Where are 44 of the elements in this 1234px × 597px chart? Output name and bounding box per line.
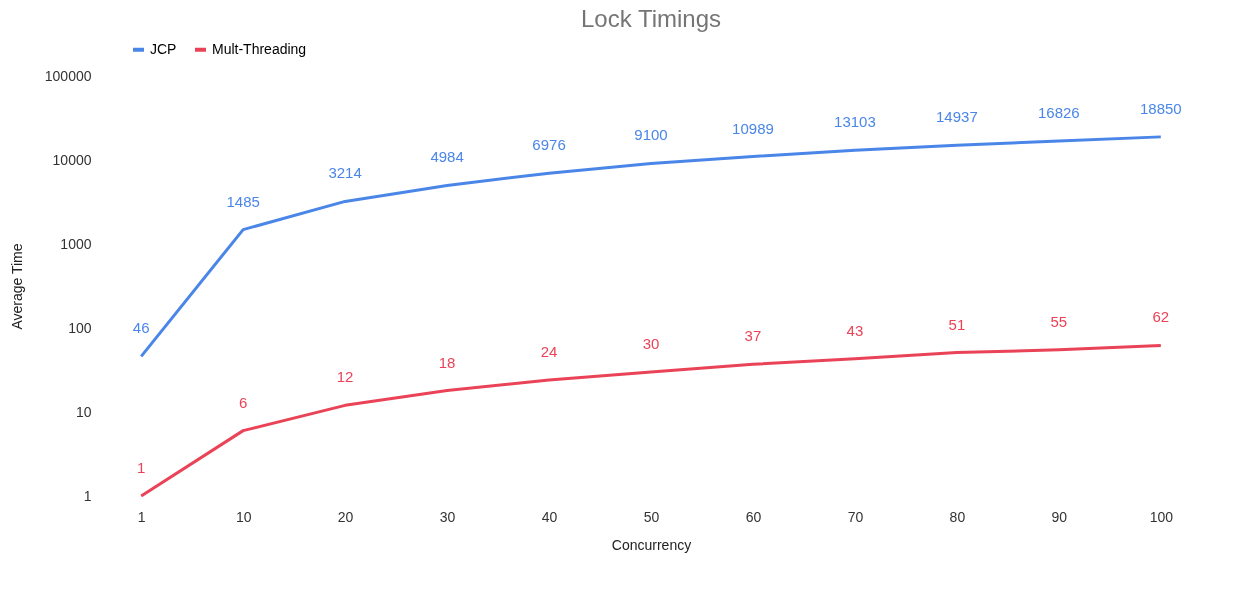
y-tick-label: 100	[68, 319, 92, 336]
y-tick-label: 1	[83, 487, 92, 504]
y-axis-title: Average Time	[8, 243, 25, 330]
x-axis-title: Concurrency	[611, 536, 692, 553]
data-label: 18850	[1139, 99, 1182, 117]
data-label: 1	[137, 459, 146, 476]
x-tick-label: 70	[847, 508, 864, 525]
x-tick-label: 90	[1051, 508, 1068, 525]
x-tick-label: 50	[643, 508, 660, 525]
data-label: 43	[846, 321, 864, 339]
data-label: 9100	[634, 126, 668, 144]
data-label: 30	[642, 334, 660, 352]
data-label: 3214	[328, 164, 362, 182]
data-label: 6	[238, 393, 248, 411]
x-tick-label: 10	[235, 508, 252, 525]
x-tick-label: 100	[1149, 508, 1174, 525]
data-label: 14937	[936, 108, 978, 126]
y-tick-label: 100000	[44, 67, 92, 84]
x-tick-label: 60	[745, 508, 762, 525]
data-label: 12	[336, 368, 354, 386]
x-tick-label: 80	[949, 508, 966, 525]
x-tick-label: 20	[337, 508, 354, 525]
y-tick-label: 10	[75, 403, 92, 420]
data-label: 16826	[1037, 104, 1080, 122]
y-tick-label: 10000	[52, 151, 92, 168]
data-label: 6976	[532, 136, 566, 154]
x-tick-label: 30	[439, 508, 456, 525]
data-label: 18	[438, 353, 456, 371]
x-tick-label: 1	[137, 508, 146, 525]
data-label: 4984	[430, 148, 464, 166]
data-label: 10989	[732, 119, 774, 137]
data-label: 55	[1050, 312, 1068, 330]
data-label: 46	[132, 319, 150, 337]
data-label: 37	[744, 327, 762, 345]
legend-label: Mult-Threading	[212, 40, 307, 57]
data-label: 13103	[834, 113, 876, 131]
data-label: 24	[540, 343, 558, 361]
y-tick-label: 1000	[60, 235, 92, 252]
data-label: 1485	[226, 192, 260, 210]
data-label: 62	[1152, 308, 1170, 326]
x-tick-label: 40	[541, 508, 558, 525]
data-label: 51	[948, 315, 966, 333]
chart-title: Lock Timings	[580, 5, 722, 32]
legend-label: JCP	[150, 40, 177, 57]
